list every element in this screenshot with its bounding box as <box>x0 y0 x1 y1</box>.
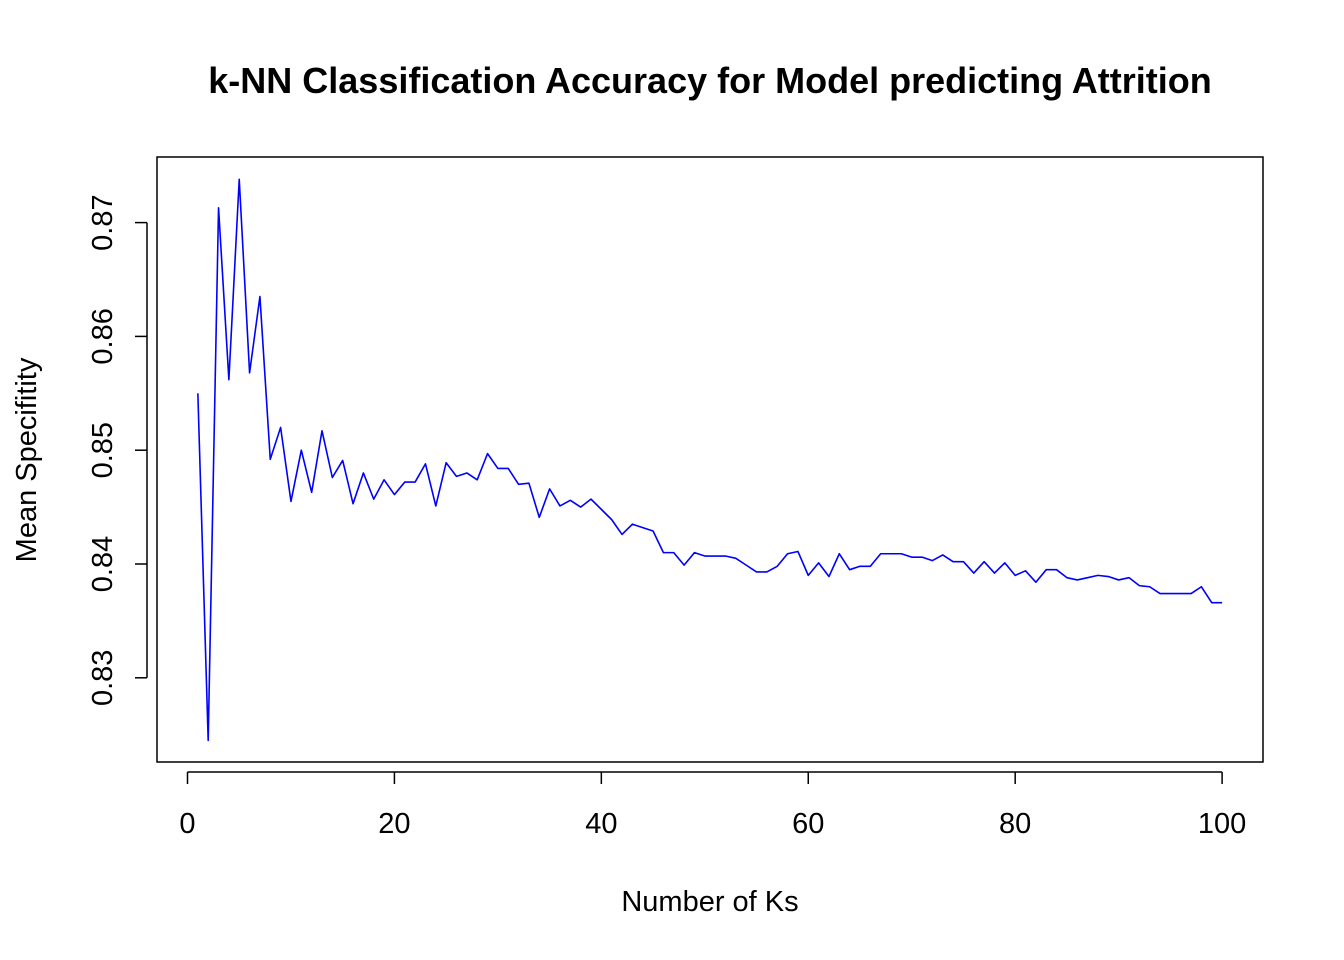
chart-title: k-NN Classification Accuracy for Model p… <box>208 60 1211 101</box>
x-tick-label: 100 <box>1198 808 1246 840</box>
plot-frame <box>156 156 1264 763</box>
y-tick-label: 0.85 <box>87 422 119 478</box>
x-axis: 0 20 40 60 80 100 <box>179 771 1246 840</box>
x-tick-label: 60 <box>792 808 824 840</box>
x-tick-label: 40 <box>585 808 617 840</box>
series-line <box>197 178 1223 742</box>
y-tick-label: 0.83 <box>87 650 119 706</box>
x-tick-label: 80 <box>999 808 1031 840</box>
x-axis-label: Number of Ks <box>621 886 798 918</box>
x-tick-label: 20 <box>378 808 410 840</box>
y-tick-label: 0.86 <box>87 308 119 364</box>
y-axis-label: Mean Specifitity <box>11 357 43 562</box>
series-layer <box>197 178 1223 742</box>
y-axis: 0.83 0.84 0.85 0.86 0.87 <box>87 194 148 706</box>
y-tick-label: 0.87 <box>87 194 119 250</box>
y-tick-label: 0.84 <box>87 536 119 592</box>
x-tick-label: 0 <box>179 808 195 840</box>
